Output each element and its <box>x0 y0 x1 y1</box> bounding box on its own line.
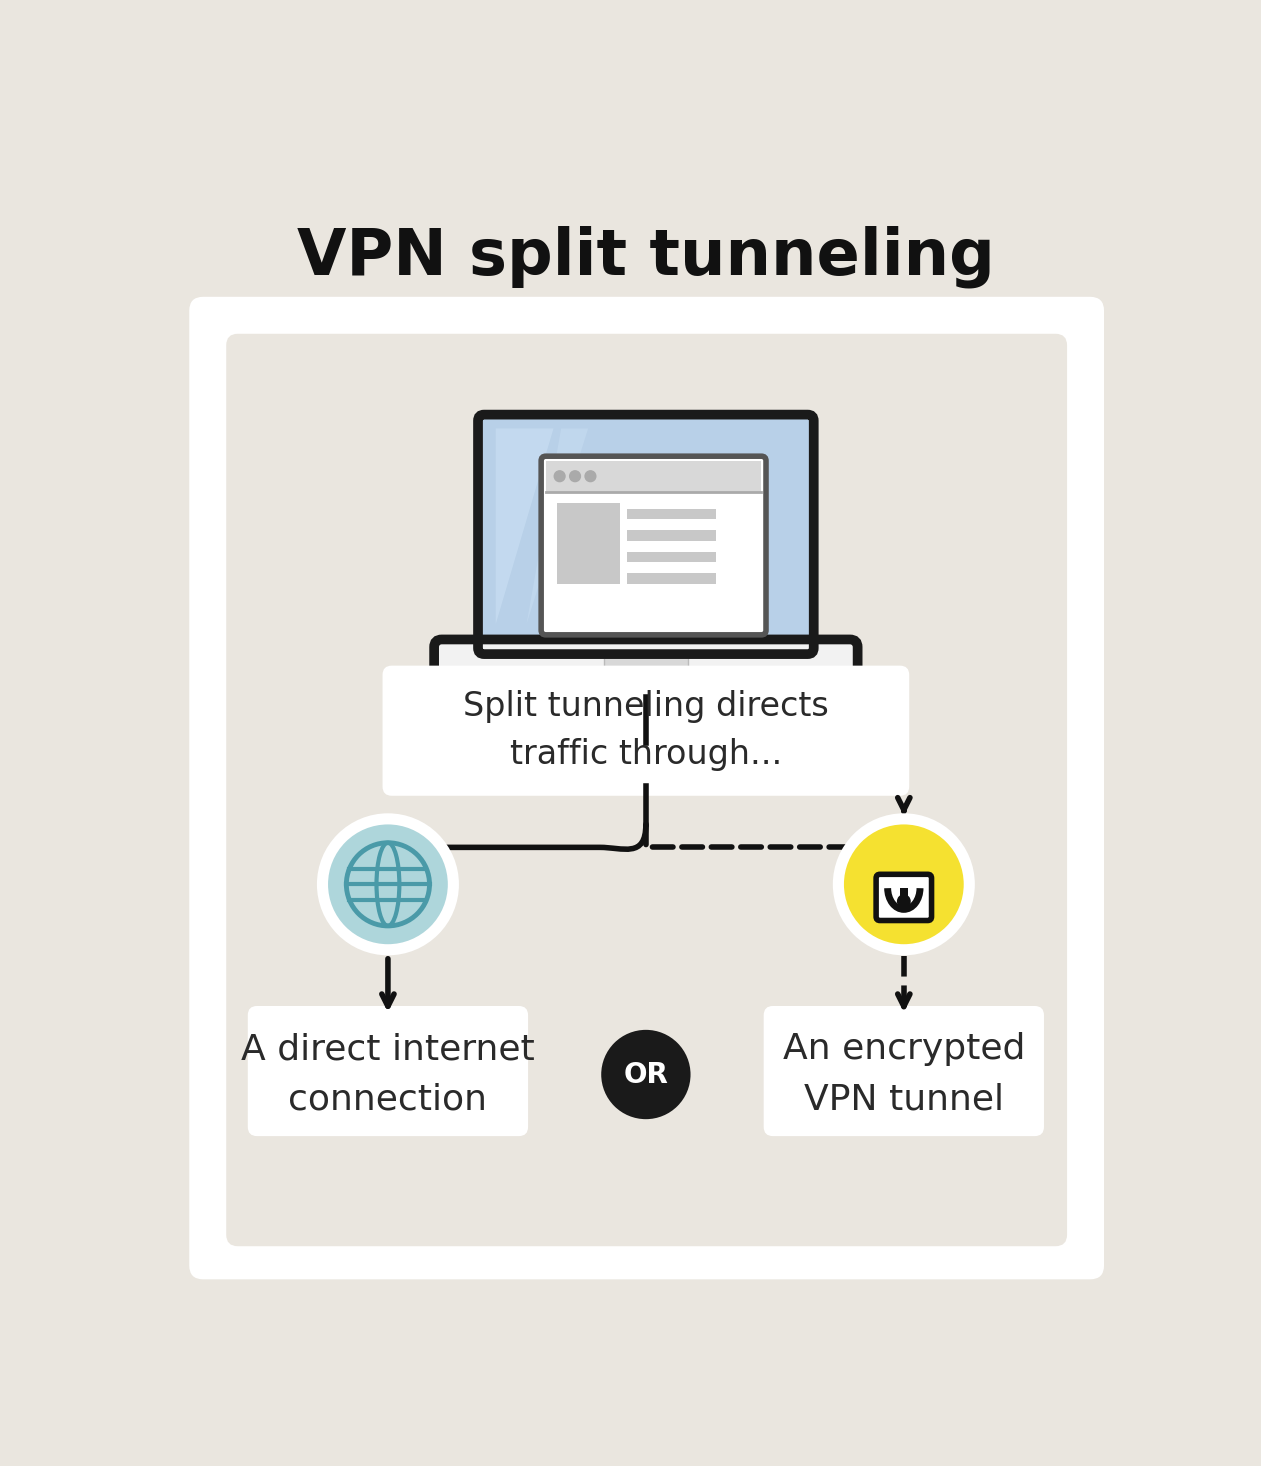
FancyBboxPatch shape <box>248 1006 528 1136</box>
Bar <box>628 573 716 583</box>
FancyBboxPatch shape <box>189 296 1105 1280</box>
FancyBboxPatch shape <box>478 415 813 654</box>
FancyBboxPatch shape <box>226 334 1067 1246</box>
Bar <box>628 531 716 541</box>
FancyBboxPatch shape <box>541 456 765 635</box>
Text: A direct internet
connection: A direct internet connection <box>241 1032 535 1117</box>
Polygon shape <box>496 428 554 625</box>
Bar <box>604 655 689 677</box>
Circle shape <box>570 471 580 482</box>
FancyBboxPatch shape <box>876 874 932 921</box>
Bar <box>900 888 908 902</box>
FancyBboxPatch shape <box>764 1006 1044 1136</box>
Circle shape <box>601 1029 691 1119</box>
Circle shape <box>897 894 910 909</box>
Circle shape <box>839 819 970 950</box>
Bar <box>628 551 716 563</box>
Polygon shape <box>527 428 588 625</box>
Circle shape <box>323 819 454 950</box>
Text: VPN split tunneling: VPN split tunneling <box>296 226 995 287</box>
Circle shape <box>555 471 565 482</box>
FancyBboxPatch shape <box>546 460 762 491</box>
FancyBboxPatch shape <box>556 503 619 583</box>
Text: Split tunneling directs
traffic through...: Split tunneling directs traffic through.… <box>463 689 828 771</box>
Circle shape <box>585 471 596 482</box>
Text: OR: OR <box>623 1060 668 1089</box>
FancyBboxPatch shape <box>434 639 857 698</box>
Bar <box>628 509 716 519</box>
Text: An encrypted
VPN tunnel: An encrypted VPN tunnel <box>783 1032 1025 1117</box>
FancyBboxPatch shape <box>382 666 909 796</box>
